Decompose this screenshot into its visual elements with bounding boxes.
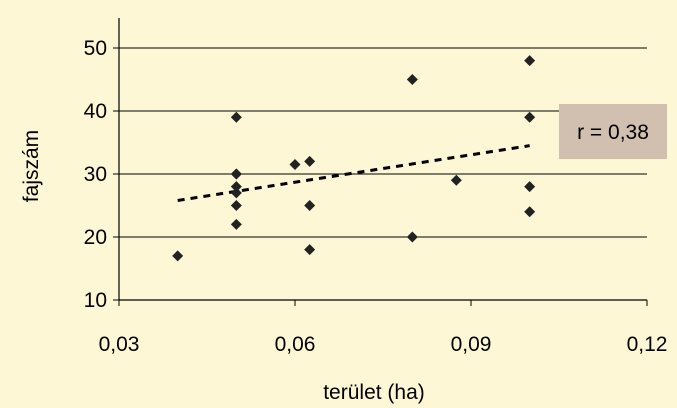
data-point [230,187,242,199]
data-points [172,55,536,262]
x-tick-label: 0,03 [99,333,140,356]
data-point [172,250,184,262]
data-point [524,181,536,193]
y-tick-label: 10 [84,289,107,312]
data-point [230,168,242,180]
data-point [230,181,242,193]
x-tick-label: 0,06 [275,333,316,356]
data-point [230,218,242,230]
data-point [304,155,316,167]
data-point [524,206,536,218]
data-point [406,74,418,85]
x-tick-label: 0,09 [451,333,492,356]
y-tick-label: 30 [84,163,107,186]
gridlines [119,47,647,238]
y-tick-label: 40 [84,100,107,123]
data-point [304,244,316,256]
data-point [230,200,242,211]
y-tick-label: 50 [84,37,107,60]
axes [113,18,648,306]
y-axis-label: fajszám [20,130,43,202]
trendline-group [177,144,530,202]
x-tick-label: 0,12 [627,333,668,356]
trendline [177,144,530,202]
annotation-text: r = 0,38 [577,121,649,144]
annotation-box [559,104,667,159]
data-point [450,174,462,186]
data-point [230,111,242,123]
data-point [524,55,536,67]
x-tick-labels: 0,03 0,06 0,09 0,12 [99,333,668,356]
data-point [406,231,418,243]
y-tick-labels: 10 20 30 40 50 [84,37,107,312]
data-point [304,200,316,211]
y-tick-label: 20 [84,226,107,249]
x-axis-label: terület (ha) [323,381,425,404]
correlation-annotation: r = 0,38 [559,104,667,159]
data-point [289,159,301,171]
data-point [524,111,536,123]
